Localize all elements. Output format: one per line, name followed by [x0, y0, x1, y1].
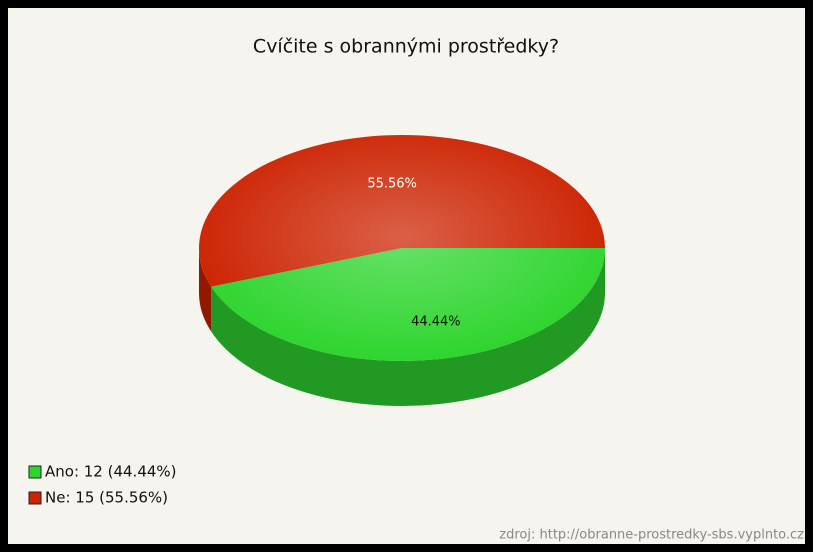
legend-swatch	[28, 491, 42, 505]
legend: Ano: 12 (44.44%) Ne: 15 (55.56%)	[28, 463, 177, 507]
source: zdroj: http://obranne-prostredky-sbs.vyp…	[499, 528, 804, 543]
data-label: 55.56%	[367, 177, 417, 192]
legend-swatch	[28, 465, 42, 479]
legend-label: Ano: 12 (44.44%)	[45, 463, 177, 481]
chart-title: Cvíčite s obrannými prostředky?	[253, 36, 559, 58]
legend-label: Ne: 15 (55.56%)	[45, 489, 168, 507]
pie: 44.44% 55.56%	[198, 134, 606, 406]
slice-side	[211, 248, 606, 406]
data-label: 44.44%	[411, 314, 461, 329]
